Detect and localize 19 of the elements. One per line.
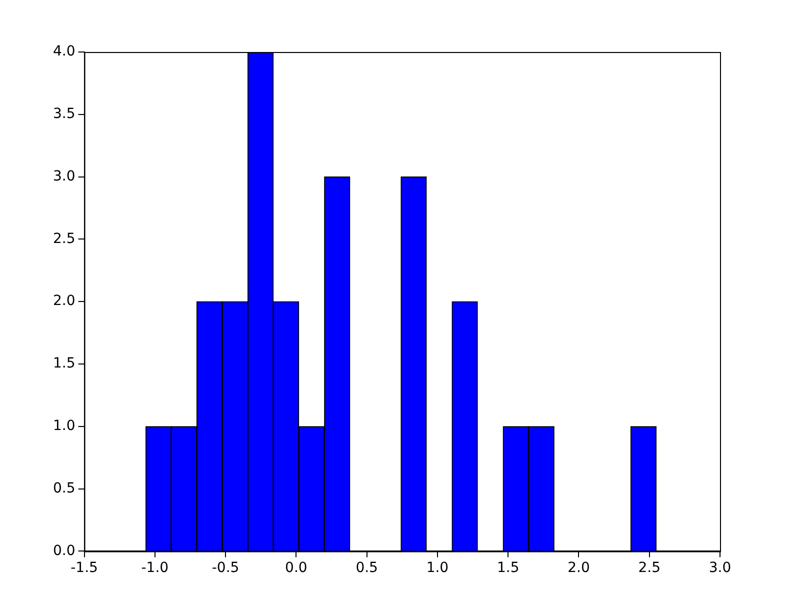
x-tick-label: 1.5 (496, 560, 520, 576)
y-tick-label: 3.5 (53, 106, 76, 122)
y-tick-label: 1.0 (53, 418, 76, 434)
y-tick-label: 2.5 (53, 230, 76, 247)
y-tick-label: 0.5 (53, 480, 76, 496)
x-tick-label: 2.0 (568, 560, 590, 576)
y-tick-label: 4.0 (53, 44, 76, 60)
x-tick-label: 1.0 (426, 560, 449, 576)
x-tick-label: -1.5 (70, 560, 98, 576)
x-tick-label: 3.0 (708, 560, 732, 576)
y-tick-label: 1.5 (53, 356, 76, 372)
x-tick-label: -0.5 (212, 560, 240, 576)
x-tick-label: 0.0 (285, 560, 308, 576)
y-tick-label: 2.0 (53, 293, 76, 310)
x-tick-label: 2.5 (638, 560, 660, 576)
y-tick-label: 3.0 (53, 168, 76, 184)
x-tick-label: 0.5 (356, 560, 378, 576)
y-tick-label: 0.0 (53, 542, 76, 559)
x-tick-label: -1.0 (141, 560, 169, 576)
